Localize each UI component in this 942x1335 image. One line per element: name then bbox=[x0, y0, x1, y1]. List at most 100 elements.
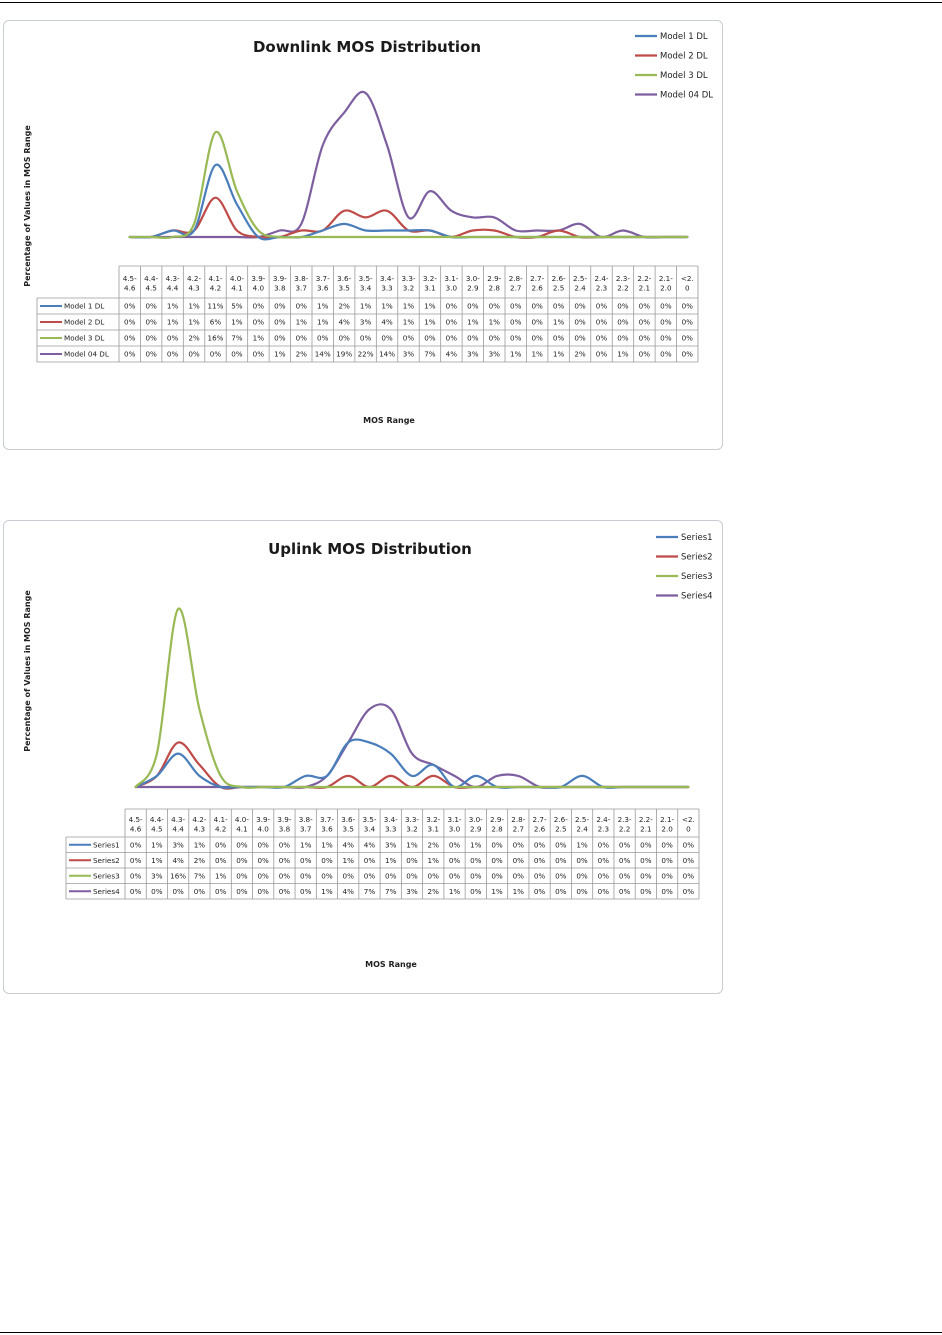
data-label: 0% bbox=[619, 840, 631, 849]
data-label: 1% bbox=[510, 350, 522, 359]
data-label: 1% bbox=[188, 318, 200, 327]
data-label: 1% bbox=[381, 302, 393, 311]
data-label: 0% bbox=[489, 302, 501, 311]
data-label: 1% bbox=[491, 887, 503, 896]
data-label: 1% bbox=[215, 871, 227, 880]
data-label: 0% bbox=[317, 334, 329, 343]
data-label: 1% bbox=[403, 302, 415, 311]
data-label: 1% bbox=[343, 856, 355, 865]
data-label: 0% bbox=[215, 856, 227, 865]
data-label: 0% bbox=[257, 856, 269, 865]
data-label: 0% bbox=[124, 302, 136, 311]
data-label: 0% bbox=[215, 887, 227, 896]
category-label: 2.7-2.6 bbox=[530, 274, 544, 293]
legend-label: Series3 bbox=[681, 572, 713, 582]
category-label: 2.5-2.4 bbox=[573, 274, 587, 293]
data-label: 0% bbox=[231, 350, 243, 359]
data-label: 0% bbox=[381, 334, 393, 343]
data-label: 1% bbox=[489, 318, 501, 327]
data-label: 0% bbox=[683, 871, 695, 880]
chart-title: Uplink MOS Distribution bbox=[268, 540, 472, 558]
row-label: Model 2 DL bbox=[64, 318, 104, 327]
data-label: 22% bbox=[358, 350, 374, 359]
y-axis-label: Percentage of Values in MOS Range bbox=[23, 125, 32, 287]
data-label: 1% bbox=[296, 318, 308, 327]
data-label: 5% bbox=[231, 302, 243, 311]
category-label: 2.9-2.8 bbox=[490, 815, 504, 834]
data-label: 16% bbox=[208, 334, 224, 343]
category-label: 4.1-4.2 bbox=[214, 815, 228, 834]
data-label: 0% bbox=[513, 840, 525, 849]
data-label: 0% bbox=[513, 871, 525, 880]
data-label: 0% bbox=[124, 334, 136, 343]
data-label: 1% bbox=[151, 840, 163, 849]
data-label: 2% bbox=[194, 856, 206, 865]
data-label: 0% bbox=[617, 302, 629, 311]
data-label: 0% bbox=[236, 871, 248, 880]
data-label: 3% bbox=[467, 350, 479, 359]
data-label: 14% bbox=[315, 350, 331, 359]
data-label: 0% bbox=[510, 302, 522, 311]
category-label: 2.2-2.1 bbox=[637, 274, 651, 293]
data-label: 1% bbox=[424, 318, 436, 327]
data-label: 4% bbox=[364, 840, 376, 849]
data-label: 0% bbox=[449, 840, 461, 849]
data-label: 0% bbox=[236, 887, 248, 896]
data-label: 3% bbox=[403, 350, 415, 359]
category-label: 3.9-4.0 bbox=[251, 274, 265, 293]
category-label: 3.1-3.0 bbox=[448, 815, 462, 834]
data-label: 0% bbox=[598, 856, 610, 865]
category-label: 4.3-4.4 bbox=[166, 274, 180, 293]
data-label: 0% bbox=[576, 887, 588, 896]
chart-title: Downlink MOS Distribution bbox=[253, 38, 481, 56]
data-label: 14% bbox=[379, 350, 395, 359]
row-label: Model 1 DL bbox=[64, 302, 104, 311]
category-label: 2.3-2.2 bbox=[618, 815, 632, 834]
data-label: 0% bbox=[321, 856, 333, 865]
row-label: Series4 bbox=[93, 887, 120, 896]
page-bottom-rule bbox=[0, 1332, 942, 1333]
data-label: 0% bbox=[491, 871, 503, 880]
row-label: Model 3 DL bbox=[64, 334, 104, 343]
data-label: 0% bbox=[531, 318, 543, 327]
data-label: 1% bbox=[167, 302, 179, 311]
legend-label: Model 2 DL bbox=[660, 52, 708, 62]
data-label: 4% bbox=[446, 350, 458, 359]
category-label: <2. 0 bbox=[682, 815, 695, 834]
category-label: 2.6-2.5 bbox=[554, 815, 568, 834]
data-label: 0% bbox=[257, 887, 269, 896]
series-line bbox=[128, 90, 689, 239]
data-label: 1% bbox=[253, 334, 265, 343]
data-label: 4% bbox=[338, 318, 350, 327]
data-label: 0% bbox=[683, 856, 695, 865]
data-label: 1% bbox=[151, 856, 163, 865]
category-label: 3.8-3.7 bbox=[299, 815, 313, 834]
data-label: 0% bbox=[360, 334, 372, 343]
data-label: 1% bbox=[553, 318, 565, 327]
category-label: 3.3-3.2 bbox=[405, 815, 419, 834]
data-label: 1% bbox=[317, 318, 329, 327]
data-label: 1% bbox=[576, 840, 588, 849]
data-label: 0% bbox=[661, 856, 673, 865]
legend-label: Model 3 DL bbox=[660, 71, 708, 81]
data-label: 4% bbox=[343, 840, 355, 849]
category-label: 2.4-2.3 bbox=[596, 815, 610, 834]
data-label: 1% bbox=[617, 350, 629, 359]
data-label: 0% bbox=[145, 302, 157, 311]
category-label: 2.4-2.3 bbox=[594, 274, 608, 293]
row-label: Series2 bbox=[93, 856, 120, 865]
category-label: 3.9-3.8 bbox=[273, 274, 287, 293]
data-label: 0% bbox=[338, 334, 350, 343]
category-label: 3.6-3.5 bbox=[341, 815, 355, 834]
data-label: 0% bbox=[446, 318, 458, 327]
data-label: 0% bbox=[617, 318, 629, 327]
data-label: 4% bbox=[343, 887, 355, 896]
data-label: 1% bbox=[513, 887, 525, 896]
data-label: 0% bbox=[555, 871, 567, 880]
category-label: 3.0-2.9 bbox=[469, 815, 483, 834]
data-label: 0% bbox=[145, 318, 157, 327]
data-label: 0% bbox=[682, 350, 694, 359]
data-label: 0% bbox=[253, 302, 265, 311]
data-label: 0% bbox=[188, 350, 200, 359]
series-line bbox=[128, 163, 689, 241]
